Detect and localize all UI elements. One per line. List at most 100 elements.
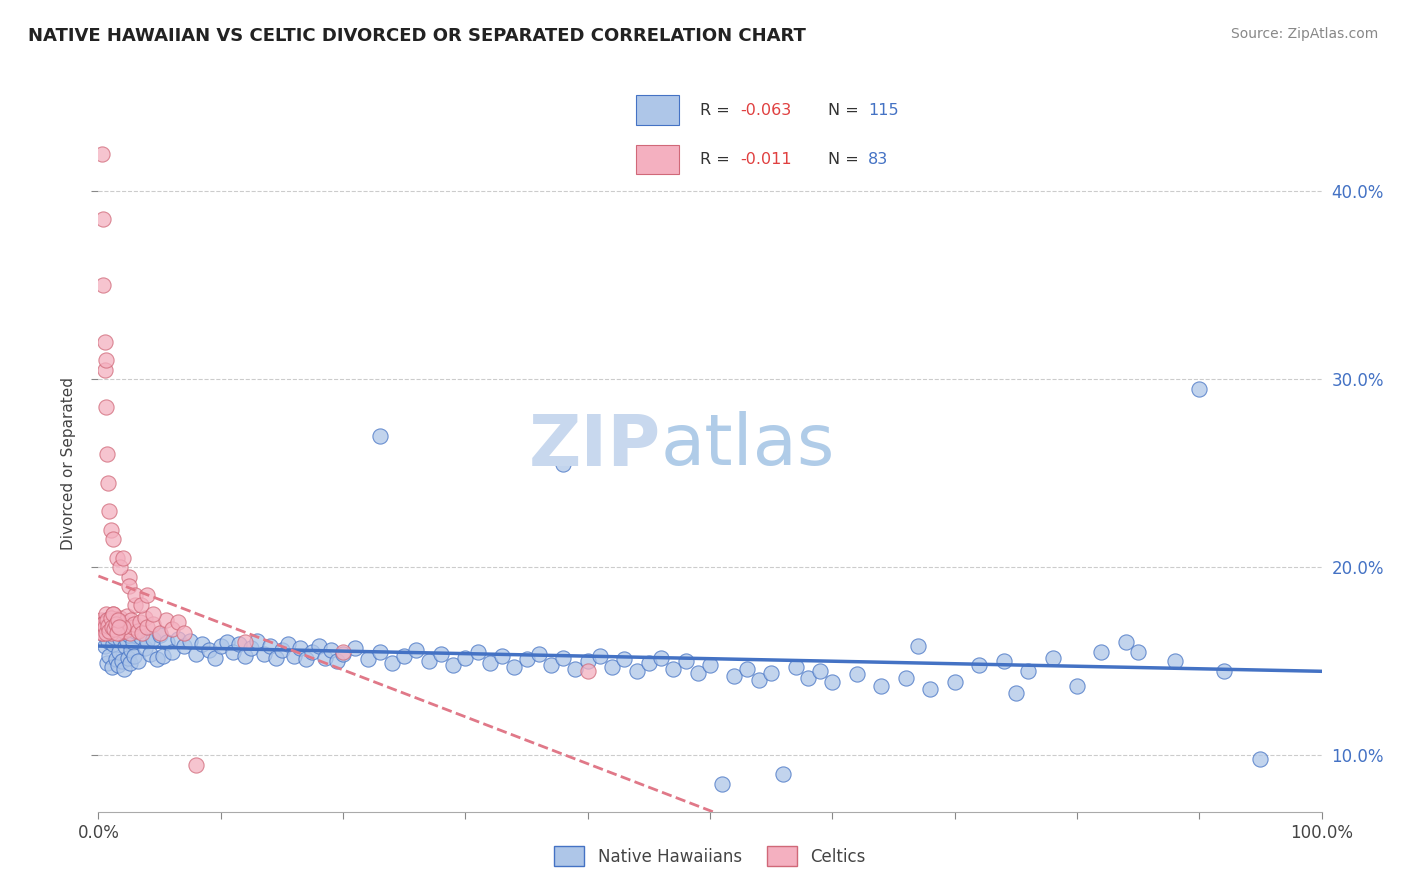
Point [146,652,169,666]
Point [124,624,146,639]
Point [142,632,165,646]
Point [129,615,152,629]
Point [93,620,115,634]
Point [233,648,256,663]
Point [173,626,195,640]
Point [129,598,152,612]
Point [110,632,132,646]
Point [589,648,612,663]
Point [101,620,124,634]
Point [179,633,201,648]
Point [326,654,349,668]
Point [91,146,114,161]
Point [101,616,124,631]
Point [301,645,323,659]
Point [108,645,131,659]
Point [136,633,159,648]
Point [1188,382,1211,396]
Point [290,641,312,656]
Point [111,620,134,634]
Point [117,650,139,665]
Point [503,660,526,674]
Point [1164,654,1187,668]
Point [907,639,929,653]
Point [96,615,118,629]
Point [100,611,122,625]
Point [467,645,489,659]
Point [91,626,114,640]
Point [405,643,427,657]
Point [97,475,120,490]
Point [105,550,128,565]
Point [105,613,128,627]
Point [152,648,174,663]
Point [107,616,129,631]
Point [418,654,440,668]
Point [105,626,128,640]
Point [259,639,281,653]
Point [139,647,162,661]
Point [252,647,274,661]
Point [650,650,672,665]
Point [114,639,136,653]
Point [392,648,416,663]
Point [155,613,177,627]
Point [920,682,942,697]
Point [246,633,269,648]
Point [94,401,117,415]
Point [638,656,661,670]
Point [491,648,513,663]
Point [107,613,129,627]
Point [314,650,336,665]
Point [156,635,179,649]
Point [186,757,208,772]
Point [332,647,354,661]
Point [127,624,149,639]
Point [894,671,917,685]
Point [111,615,134,629]
Point [540,658,562,673]
Text: -0.011: -0.011 [740,152,792,167]
Point [675,654,697,668]
Point [1004,686,1026,700]
Point [101,607,124,622]
Point [91,212,114,227]
Point [93,616,115,631]
Point [160,645,183,659]
Point [626,664,648,678]
Point [90,613,112,627]
Point [553,650,575,665]
Point [160,623,183,637]
Legend: Native Hawaiians, Celtics: Native Hawaiians, Celtics [548,839,872,873]
Y-axis label: Divorced or Separated: Divorced or Separated [60,377,76,550]
Point [662,662,685,676]
Point [120,626,142,640]
Point [368,428,391,442]
Point [120,656,142,670]
Point [527,647,550,661]
Point [478,656,501,670]
Point [441,658,464,673]
Text: N =: N = [828,152,863,167]
Point [808,664,831,678]
Point [564,662,586,676]
Point [111,550,134,565]
Point [108,626,131,640]
Point [98,624,121,639]
Point [94,626,117,640]
Point [576,664,599,678]
Point [101,607,124,622]
Point [1042,650,1064,665]
Point [1212,664,1234,678]
Point [454,650,477,665]
Point [797,671,820,685]
Text: 83: 83 [869,152,889,167]
Text: Source: ZipAtlas.com: Source: ZipAtlas.com [1230,27,1378,41]
Point [131,626,153,640]
Point [98,504,121,518]
Point [98,648,121,663]
Point [215,635,238,649]
Point [117,623,139,637]
Point [222,645,245,659]
Point [209,639,232,653]
